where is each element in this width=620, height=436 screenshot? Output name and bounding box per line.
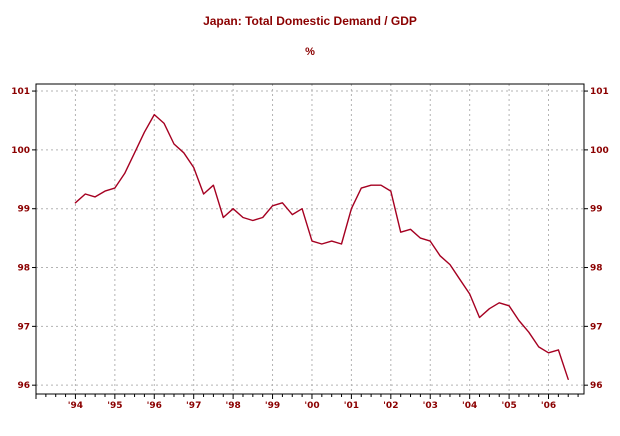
svg-text:'00: '00 bbox=[304, 401, 319, 411]
svg-text:100: 100 bbox=[11, 146, 30, 156]
y-axis-labels: 96 96 97 97 98 98 99 99 100 100 101 101 bbox=[11, 87, 609, 391]
svg-text:99: 99 bbox=[590, 205, 603, 215]
svg-text:99: 99 bbox=[17, 205, 30, 215]
svg-text:'02: '02 bbox=[383, 401, 398, 411]
svg-text:'95: '95 bbox=[107, 401, 122, 411]
svg-text:'01: '01 bbox=[344, 401, 359, 411]
plot-border bbox=[35, 83, 585, 395]
svg-text:100: 100 bbox=[590, 146, 609, 156]
svg-text:97: 97 bbox=[590, 322, 603, 332]
svg-text:98: 98 bbox=[590, 264, 603, 274]
svg-text:'94: '94 bbox=[68, 401, 83, 411]
chart-title: Japan: Total Domestic Demand / GDP bbox=[203, 14, 417, 28]
svg-text:96: 96 bbox=[590, 381, 603, 391]
data-line bbox=[74, 113, 569, 380]
svg-text:'99: '99 bbox=[265, 401, 280, 411]
line-chart-svg: 96 96 97 97 98 98 99 99 100 100 101 101 '94 '95 '96 '97… bbox=[11, 83, 609, 411]
svg-text:'96: '96 bbox=[147, 401, 162, 411]
svg-text:'97: '97 bbox=[186, 401, 201, 411]
svg-text:'04: '04 bbox=[462, 401, 477, 411]
chart-subtitle: % bbox=[305, 46, 315, 58]
svg-text:101: 101 bbox=[590, 87, 609, 97]
svg-text:'03: '03 bbox=[423, 401, 438, 411]
svg-text:96: 96 bbox=[17, 381, 30, 391]
svg-text:'05: '05 bbox=[501, 401, 516, 411]
svg-text:98: 98 bbox=[17, 264, 30, 274]
svg-text:'98: '98 bbox=[225, 401, 240, 411]
svg-text:101: 101 bbox=[11, 87, 30, 97]
x-axis-labels: '94 '95 '96 '97 '98 '99 '00 '01 '02 '03 '04 '05 '06 bbox=[35, 394, 579, 411]
grid-lines bbox=[36, 84, 584, 394]
svg-text:97: 97 bbox=[17, 322, 30, 332]
svg-text:'06: '06 bbox=[541, 401, 556, 411]
